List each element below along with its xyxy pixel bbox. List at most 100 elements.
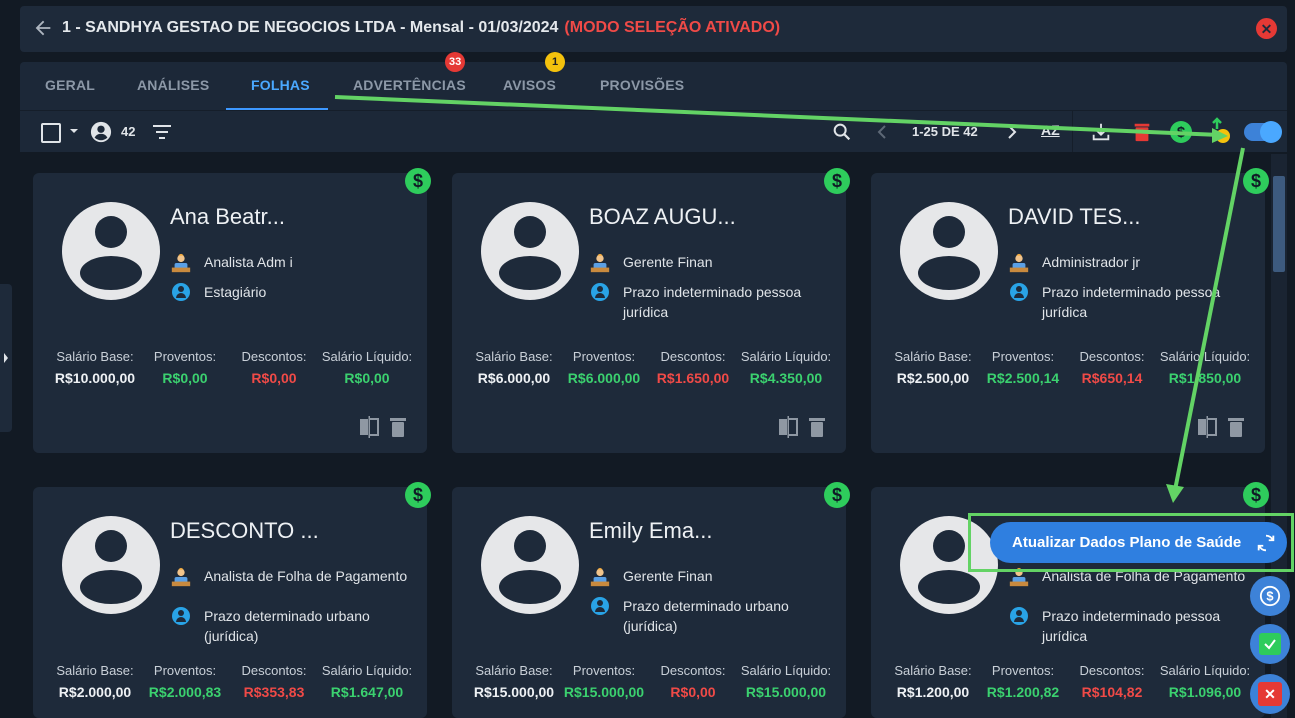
contract-type: Prazo indeterminado pessoa jurídica bbox=[623, 284, 802, 320]
earnings-label: Proventos: bbox=[991, 349, 1055, 364]
job-role: Gerente Finan bbox=[623, 254, 713, 270]
tab-geral[interactable]: GERAL bbox=[45, 77, 95, 93]
trash-icon[interactable] bbox=[1227, 416, 1245, 438]
contract-type-icon bbox=[1010, 607, 1028, 625]
contract-type-icon bbox=[591, 283, 609, 301]
advertencias-count-badge: 33 bbox=[445, 52, 466, 72]
job-role-icon bbox=[1009, 253, 1029, 273]
sort-az-icon[interactable]: AZ bbox=[1041, 122, 1060, 138]
compare-icon[interactable] bbox=[1197, 416, 1217, 438]
contract-type-icon bbox=[172, 607, 190, 625]
update-health-plan-label: Atualizar Dados Plano de Saúde bbox=[1012, 534, 1242, 551]
trash-icon[interactable] bbox=[1131, 121, 1153, 143]
dollar-icon[interactable]: $ bbox=[1170, 121, 1192, 143]
chevron-left-icon[interactable] bbox=[875, 123, 889, 141]
download-icon[interactable] bbox=[1090, 121, 1112, 143]
contract-type: Prazo indeterminado pessoa jurídica bbox=[1042, 608, 1221, 644]
base-salary-label: Salário Base: bbox=[894, 663, 972, 678]
earnings-value: R$6.000,00 bbox=[567, 370, 641, 386]
employee-card[interactable]: DAVID TES... Administrador jr Prazo inde… bbox=[871, 173, 1265, 453]
employee-card[interactable]: DESCONTO ... Analista de Folha de Pagame… bbox=[33, 487, 427, 718]
close-icon: ✕ bbox=[1258, 682, 1282, 706]
tab-advertencias[interactable]: ADVERTÊNCIAS bbox=[353, 77, 466, 93]
compare-icon[interactable] bbox=[359, 416, 379, 438]
job-role-icon bbox=[171, 253, 191, 273]
net-salary-label: Salário Líquido: bbox=[740, 663, 832, 678]
close-icon: ✕ bbox=[1260, 20, 1273, 37]
dollar-fab-button[interactable]: $ bbox=[1250, 576, 1290, 616]
base-salary-label: Salário Base: bbox=[475, 663, 553, 678]
annotation-highlight-box bbox=[968, 513, 1294, 572]
earnings-label: Proventos: bbox=[153, 663, 217, 678]
base-salary-value: R$2.500,00 bbox=[896, 370, 970, 386]
tab-analises[interactable]: ANÁLISES bbox=[137, 77, 210, 93]
pagination-label: 1-25 DE 42 bbox=[912, 124, 978, 139]
avatar bbox=[481, 516, 579, 614]
employee-card[interactable]: BOAZ AUGU... Gerente Finan Prazo indeter… bbox=[452, 173, 846, 453]
employee-name: Emily Ema... bbox=[589, 518, 713, 543]
close-button[interactable]: ✕ bbox=[1256, 18, 1277, 39]
back-arrow-icon[interactable] bbox=[32, 17, 54, 39]
tab-folhas[interactable]: FOLHAS bbox=[251, 77, 310, 93]
scrollbar-thumb[interactable] bbox=[1273, 176, 1285, 272]
chevron-down-icon[interactable] bbox=[68, 128, 80, 136]
selection-mode-toggle[interactable] bbox=[1244, 121, 1282, 143]
net-salary-label: Salário Líquido: bbox=[321, 349, 413, 364]
card-actions bbox=[359, 416, 407, 438]
trash-icon[interactable] bbox=[389, 416, 407, 438]
net-salary-label: Salário Líquido: bbox=[1159, 349, 1251, 364]
tab-provisoes[interactable]: PROVISÕES bbox=[600, 77, 685, 93]
payroll-dollar-badge[interactable]: $ bbox=[405, 168, 431, 194]
net-salary-value: R$15.000,00 bbox=[745, 684, 827, 700]
update-health-plan-button[interactable]: Atualizar Dados Plano de Saúde bbox=[990, 522, 1287, 563]
payroll-dollar-badge[interactable]: $ bbox=[1243, 482, 1269, 508]
toolbar: 42 1-25 DE 42 AZ $ bbox=[20, 110, 1287, 153]
deductions-label: Descontos: bbox=[1079, 663, 1145, 678]
avatar bbox=[481, 202, 579, 300]
net-salary-label: Salário Líquido: bbox=[1159, 663, 1251, 678]
deductions-label: Descontos: bbox=[1079, 349, 1145, 364]
deductions-label: Descontos: bbox=[241, 349, 307, 364]
tab-avisos[interactable]: AVISOS bbox=[503, 77, 557, 93]
earnings-label: Proventos: bbox=[572, 349, 636, 364]
payroll-dollar-badge[interactable]: $ bbox=[824, 482, 850, 508]
base-salary-value: R$6.000,00 bbox=[477, 370, 551, 386]
confirm-fab-button[interactable] bbox=[1250, 624, 1290, 664]
svg-text:$: $ bbox=[1266, 589, 1273, 604]
earnings-value: R$2.500,14 bbox=[986, 370, 1060, 386]
selection-mode-label: (MODO SELEÇÃO ATIVADO) bbox=[564, 19, 781, 36]
earnings-value: R$0,00 bbox=[162, 370, 208, 386]
payroll-dollar-badge[interactable]: $ bbox=[1243, 168, 1269, 194]
net-salary-value: R$1.647,00 bbox=[330, 684, 404, 700]
payroll-dollar-badge[interactable]: $ bbox=[824, 168, 850, 194]
contract-type-icon bbox=[1010, 283, 1028, 301]
deductions-label: Descontos: bbox=[660, 663, 726, 678]
earnings-label: Proventos: bbox=[153, 349, 217, 364]
select-all-checkbox[interactable] bbox=[41, 123, 61, 143]
deductions-value: R$0,00 bbox=[251, 370, 297, 386]
chevron-right-icon[interactable] bbox=[1005, 123, 1019, 141]
contract-type: Prazo indeterminado pessoa jurídica bbox=[1042, 284, 1221, 320]
base-salary-value: R$1.200,00 bbox=[896, 684, 970, 700]
employee-card[interactable]: Emily Ema... Gerente Finan Prazo determi… bbox=[452, 487, 846, 718]
earnings-value: R$1.200,82 bbox=[986, 684, 1060, 700]
search-icon[interactable] bbox=[831, 121, 853, 143]
payroll-dollar-badge[interactable]: $ bbox=[405, 482, 431, 508]
deductions-label: Descontos: bbox=[241, 663, 307, 678]
contract-type: Prazo determinado urbano (jurídica) bbox=[623, 598, 789, 634]
contract-type: Prazo determinado urbano (jurídica) bbox=[204, 608, 370, 644]
employee-count: 42 bbox=[121, 124, 136, 139]
deductions-value: R$1.650,00 bbox=[656, 370, 730, 386]
employee-card[interactable]: Ana Beatr... Analista Adm i Estagiário S… bbox=[33, 173, 427, 453]
filter-icon[interactable] bbox=[151, 122, 173, 142]
cancel-fab-button[interactable]: ✕ bbox=[1250, 674, 1290, 714]
tab-bar: GERAL ANÁLISES FOLHAS ADVERTÊNCIAS 33 AV… bbox=[20, 52, 1287, 110]
compare-icon[interactable] bbox=[778, 416, 798, 438]
side-drawer-handle[interactable] bbox=[0, 284, 12, 432]
upload-money-icon[interactable] bbox=[1209, 117, 1235, 145]
base-salary-value: R$2.000,00 bbox=[58, 684, 132, 700]
contract-type: Estagiário bbox=[204, 284, 267, 300]
header-bar: 1 - SANDHYA GESTAO DE NEGOCIOS LTDA - Me… bbox=[20, 6, 1287, 52]
trash-icon[interactable] bbox=[808, 416, 826, 438]
user-icon bbox=[90, 121, 112, 143]
